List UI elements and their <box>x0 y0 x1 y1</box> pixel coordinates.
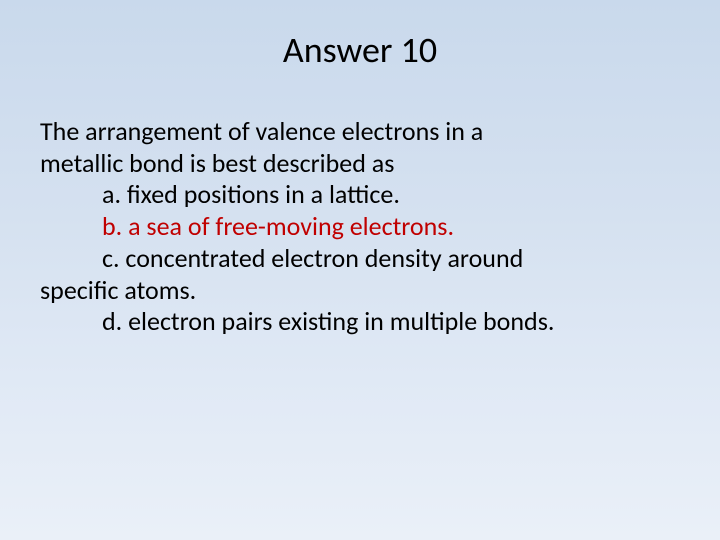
question-line-1: The arrangement of valence electrons in … <box>40 116 680 148</box>
question-stem: The arrangement of valence electrons in … <box>40 116 680 179</box>
slide: Answer 10 The arrangement of valence ele… <box>0 0 720 540</box>
option-c-line-1: c. concentrated electron density around <box>40 243 680 275</box>
option-d: d. electron pairs existing in multiple b… <box>40 306 680 338</box>
question-line-2: metallic bond is best described as <box>40 148 680 180</box>
slide-title: Answer 10 <box>40 28 680 72</box>
option-c-line-2: specific atoms. <box>40 275 680 307</box>
option-a: a. fixed positions in a lattice. <box>40 179 680 211</box>
option-b: b. a sea of free-moving electrons. <box>40 211 680 243</box>
options-block: a. fixed positions in a lattice. b. a se… <box>40 179 680 338</box>
